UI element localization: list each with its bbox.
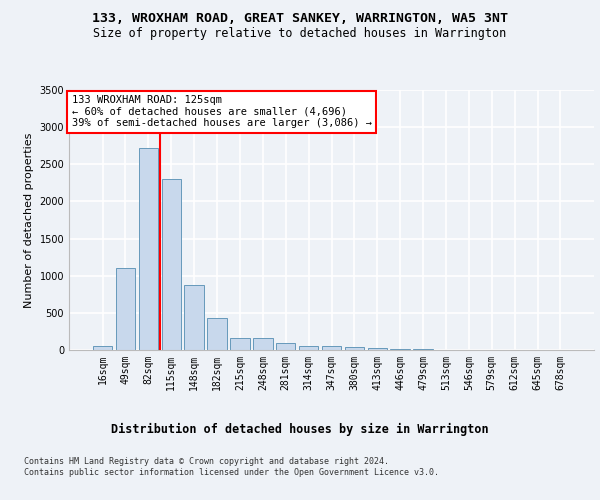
Y-axis label: Number of detached properties: Number of detached properties: [24, 132, 34, 308]
Text: Contains HM Land Registry data © Crown copyright and database right 2024.
Contai: Contains HM Land Registry data © Crown c…: [24, 458, 439, 477]
Bar: [276, 344, 295, 350]
Text: Distribution of detached houses by size in Warrington: Distribution of detached houses by size …: [111, 422, 489, 436]
Bar: [139, 148, 158, 350]
Text: 133 WROXHAM ROAD: 125sqm
← 60% of detached houses are smaller (4,696)
39% of sem: 133 WROXHAM ROAD: 125sqm ← 60% of detach…: [71, 95, 371, 128]
Text: Size of property relative to detached houses in Warrington: Size of property relative to detached ho…: [94, 28, 506, 40]
Bar: [253, 338, 272, 350]
Bar: [116, 268, 135, 350]
Bar: [299, 346, 319, 350]
Bar: [230, 338, 250, 350]
Bar: [208, 318, 227, 350]
Bar: [161, 179, 181, 350]
Bar: [184, 286, 204, 350]
Text: 133, WROXHAM ROAD, GREAT SANKEY, WARRINGTON, WA5 3NT: 133, WROXHAM ROAD, GREAT SANKEY, WARRING…: [92, 12, 508, 26]
Bar: [93, 346, 112, 350]
Bar: [368, 348, 387, 350]
Bar: [391, 348, 410, 350]
Bar: [344, 347, 364, 350]
Bar: [322, 346, 341, 350]
